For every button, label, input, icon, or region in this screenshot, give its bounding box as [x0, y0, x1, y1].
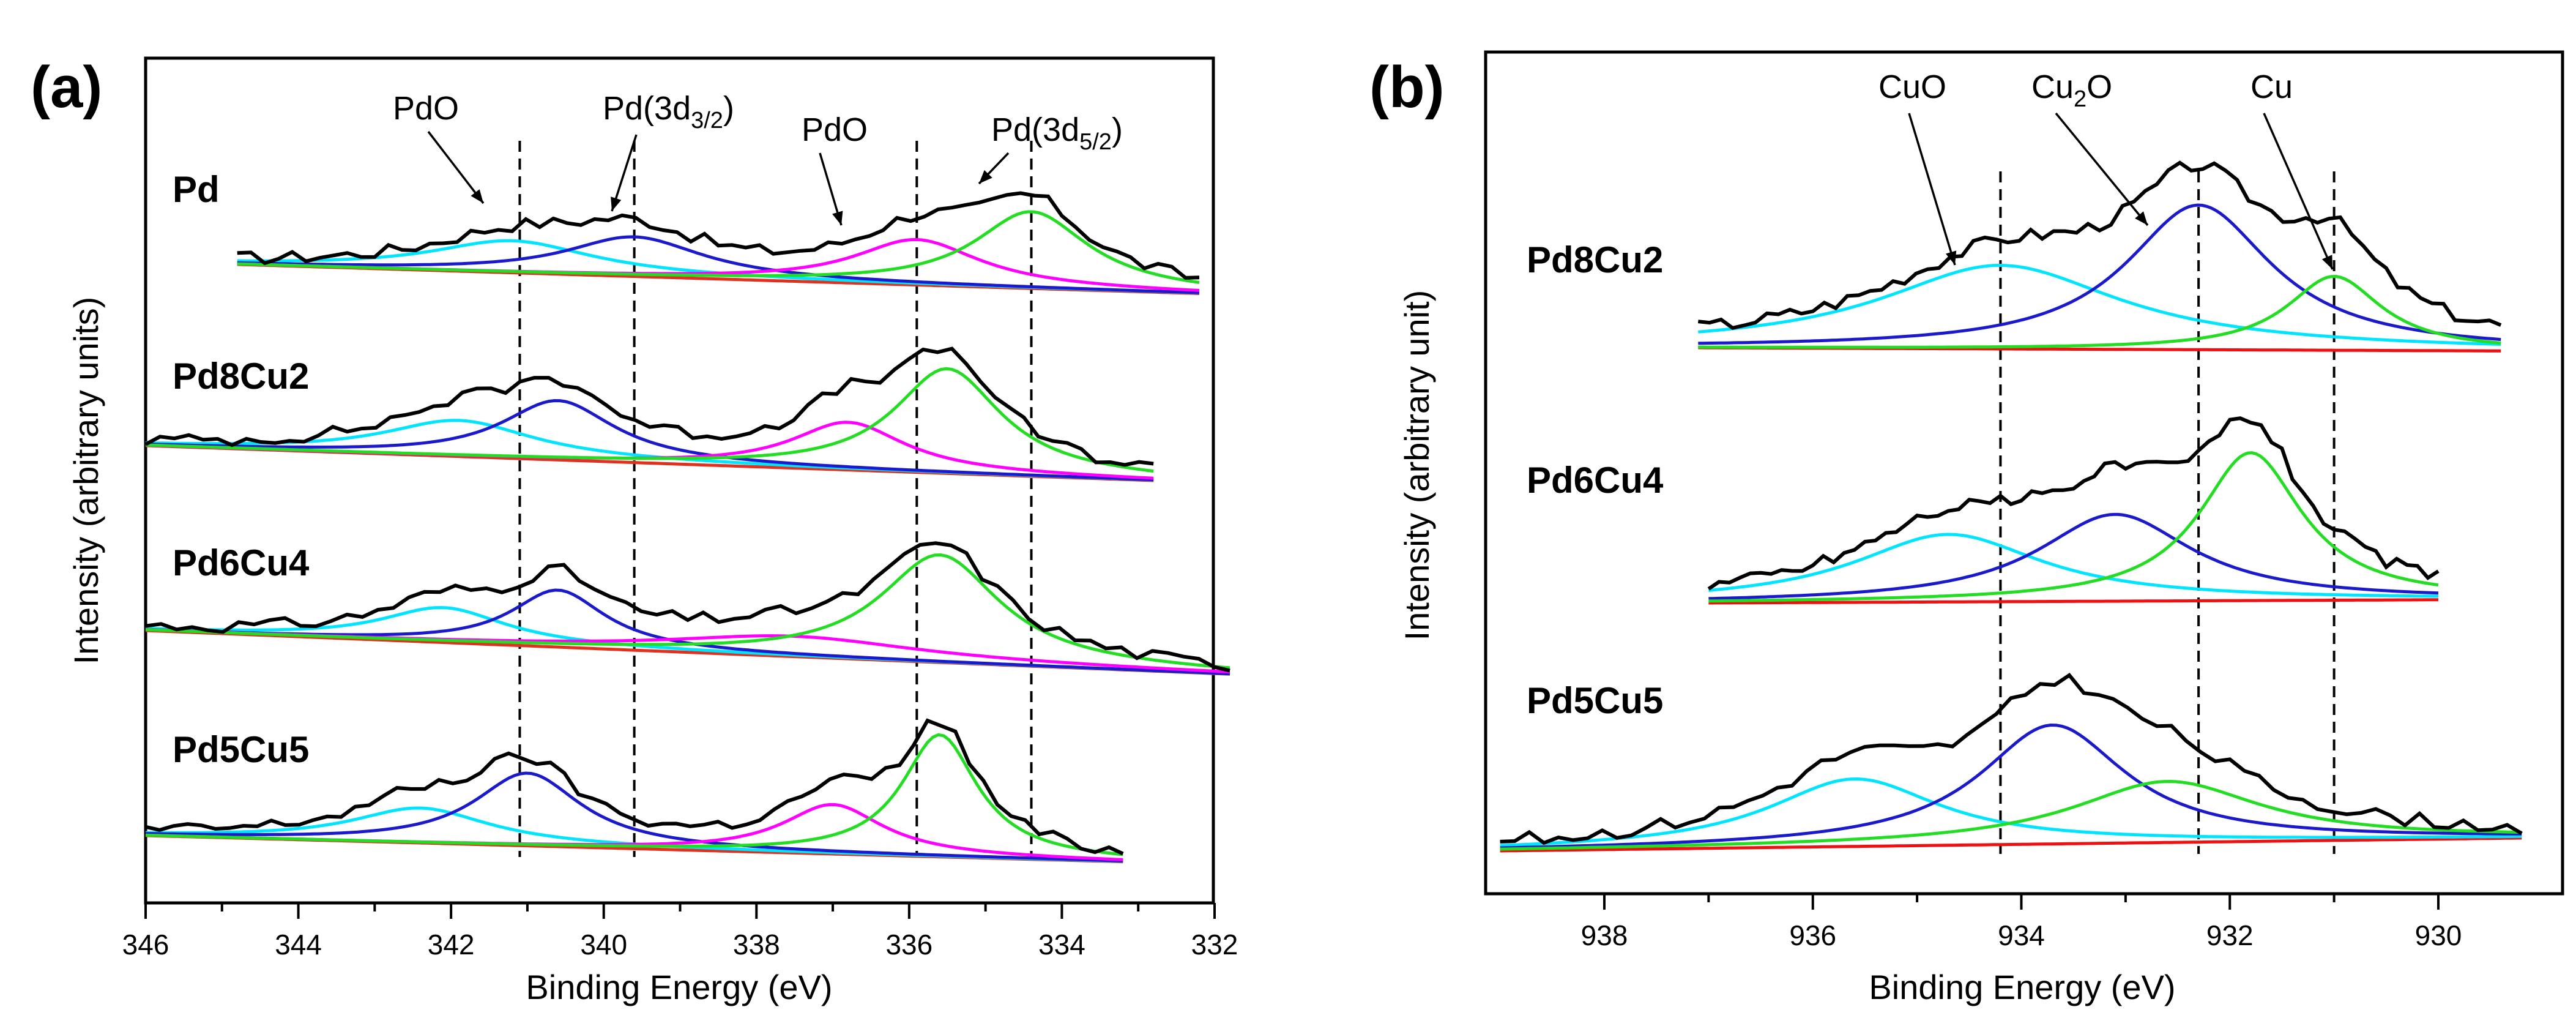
arrowhead-icon	[2321, 255, 2332, 269]
fit-component-line	[237, 210, 1200, 284]
x-tick-label: 338	[733, 929, 780, 960]
peak-annotation: PdO	[802, 111, 868, 148]
x-tick-label: 334	[1038, 929, 1085, 960]
peak-annotation: Cu	[2250, 69, 2293, 105]
raw-spectrum-line	[1707, 416, 2440, 591]
raw-spectrum-line	[1500, 672, 2523, 845]
sample-label: Pd	[173, 169, 220, 210]
panel-b: (b) Pd8Cu2 Pd6Cu4 Pd5Cu5 938 936 934 932 930 C…	[1369, 50, 2564, 1006]
panel-a-x-axis: 346 344 342 340 338 336 334 332	[122, 903, 1238, 960]
arrowhead-icon	[2135, 211, 2148, 225]
fit-component-line	[145, 733, 1123, 856]
fit-component-line	[1500, 723, 2522, 850]
panel-b-x-axis-title: Binding Energy (eV)	[1869, 968, 2175, 1006]
x-tick-label: 340	[580, 929, 627, 960]
sample-label: Pd5Cu5	[173, 729, 309, 770]
fit-component-line	[145, 771, 1123, 863]
sample-label: Pd6Cu4	[1527, 460, 1664, 501]
peak-annotation: CuO	[1878, 69, 1946, 105]
fit-component-line	[1698, 203, 2501, 345]
background-line	[1500, 836, 2522, 853]
raw-spectrum-line	[1697, 160, 2502, 331]
sample-label: Pd8Cu2	[173, 356, 309, 397]
raw-spectrum-line	[145, 541, 1230, 673]
annotation-leader-line	[427, 130, 485, 204]
sample-label: Pd8Cu2	[1527, 239, 1663, 280]
panel-b-y-axis-title: Intensity (arbitrary unit)	[1398, 290, 1436, 641]
x-tick-label: 344	[275, 929, 322, 960]
arrowhead-icon	[979, 170, 992, 184]
panel-b-letter: (b)	[1369, 54, 1445, 120]
panel-a-x-axis-title: Binding Energy (eV)	[526, 968, 832, 1006]
x-tick-label: 934	[1998, 919, 2045, 951]
panel-b-frame	[1484, 50, 2564, 896]
fit-component-line	[1698, 264, 2501, 346]
panel-b-curves: Pd8Cu2 Pd6Cu4 Pd5Cu5	[1500, 160, 2523, 854]
x-tick-label: 938	[1581, 919, 1628, 951]
fit-component-line	[145, 553, 1230, 670]
panel-a-curves: Pd Pd8Cu2 Pd6Cu4 Pd5Cu5	[144, 141, 1230, 864]
annotation-leader-line	[1908, 113, 1956, 266]
sample-label: Pd5Cu5	[1527, 680, 1663, 721]
raw-spectrum-line	[237, 191, 1200, 280]
x-tick-label: 336	[885, 929, 932, 960]
x-tick-label: 932	[2206, 919, 2254, 951]
raw-spectrum-line	[144, 346, 1154, 467]
background-line	[1708, 598, 2438, 605]
fit-component-line	[1500, 779, 2522, 851]
x-tick-label: 936	[1789, 919, 1836, 951]
peak-annotation: PdO	[393, 90, 459, 127]
raw-spectrum-line	[145, 718, 1124, 856]
fit-component-line	[145, 367, 1154, 473]
x-tick-label: 342	[428, 929, 475, 960]
panel-b-x-axis: 938 936 934 932 930	[1581, 894, 2462, 951]
fit-component-line	[237, 235, 1200, 294]
panel-b-annotations: CuO Cu2O Cu	[1878, 69, 2334, 270]
arrowhead-icon	[832, 211, 843, 225]
annotation-leader-line	[2055, 112, 2149, 226]
arrowhead-icon	[471, 189, 483, 203]
peak-annotation: Pd(3d3/2)	[603, 90, 734, 133]
peak-annotation: Cu2O	[2031, 69, 2112, 112]
x-tick-label: 332	[1191, 929, 1238, 960]
arrowhead-icon	[1946, 250, 1957, 265]
fit-component-line	[1698, 274, 2501, 349]
sample-label: Pd6Cu4	[173, 542, 310, 583]
x-tick-label: 930	[2415, 919, 2462, 951]
fit-component-line	[1708, 533, 2438, 598]
x-tick-label: 346	[122, 929, 169, 960]
panel-a: (a) Pd Pd8Cu2 Pd6Cu4 Pd5Cu5 346 344 342 340 338…	[31, 54, 1238, 1006]
fit-component-line	[145, 399, 1154, 482]
annotation-leader-line	[2263, 113, 2334, 270]
fit-component-line	[1708, 451, 2439, 603]
fit-component-line	[1708, 512, 2439, 601]
panel-a-letter: (a)	[31, 54, 102, 120]
panel-a-annotations: PdO Pd(3d3/2) PdO Pd(3d5/2)	[393, 90, 1123, 226]
arrowhead-icon	[611, 196, 622, 211]
panel-a-y-axis-title: Intensity (arbitrary units)	[67, 297, 105, 665]
peak-annotation: Pd(3d5/2)	[991, 111, 1123, 155]
